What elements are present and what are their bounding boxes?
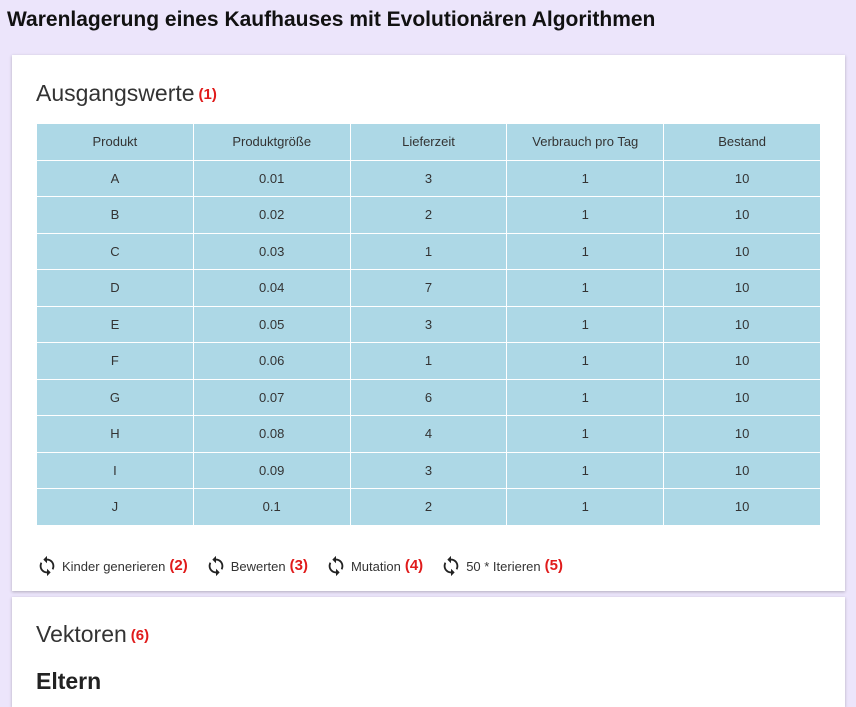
cell-delivery-time: 3: [349, 305, 508, 343]
iterate-50-label: 50 * Iterieren: [466, 558, 541, 574]
evaluate-label: Bewerten: [230, 558, 286, 574]
table-row: F 0.06 1 1 10: [36, 342, 821, 380]
table-row: I 0.09 3 1 10: [36, 451, 821, 489]
cell-size: 0.08: [192, 415, 351, 453]
cell-consumption: 1: [506, 342, 665, 380]
refresh-icon: [39, 555, 55, 577]
cell-consumption: 1: [506, 488, 665, 526]
cell-consumption: 1: [506, 378, 665, 416]
annotation-marker: (4): [404, 556, 424, 574]
column-header-delivery-time: Lieferzeit: [349, 123, 508, 161]
table-row: E 0.05 3 1 10: [36, 305, 821, 343]
table-row: G 0.07 6 1 10: [36, 378, 821, 416]
parents-heading: Eltern: [36, 668, 102, 694]
cell-product: H: [36, 415, 194, 453]
cell-stock: 10: [663, 415, 821, 453]
cell-product: C: [36, 232, 194, 270]
vectors-card: Vektoren (6) Eltern: [12, 597, 845, 707]
cell-stock: 10: [663, 159, 821, 197]
evaluate-button[interactable]: Bewerten (3): [205, 555, 308, 577]
cell-delivery-time: 1: [349, 342, 508, 380]
cell-size: 0.1: [192, 488, 351, 526]
page-title: Warenlagerung eines Kaufhauses mit Evolu…: [7, 8, 656, 31]
cell-delivery-time: 2: [349, 196, 508, 234]
refresh-icon: [328, 555, 344, 577]
table-row: B 0.02 2 1 10: [36, 196, 821, 234]
annotation-marker: (2): [169, 556, 188, 574]
initial-values-title: Ausgangswerte: [36, 80, 195, 106]
cell-stock: 10: [663, 305, 821, 343]
cell-stock: 10: [663, 451, 821, 489]
cell-stock: 10: [663, 378, 821, 416]
initial-values-card: Ausgangswerte (1) Produkt Produktgröße Li…: [12, 55, 845, 591]
annotation-marker: (6): [130, 627, 150, 645]
annotation-marker: (3): [289, 556, 308, 574]
cell-product: E: [36, 305, 194, 343]
cell-product: J: [36, 488, 194, 526]
cell-size: 0.01: [192, 159, 351, 197]
mutation-label: Mutation: [350, 558, 401, 574]
column-header-consumption: Verbrauch pro Tag: [506, 123, 665, 161]
cell-delivery-time: 7: [349, 269, 508, 307]
cell-product: D: [36, 269, 194, 307]
cell-consumption: 1: [506, 451, 665, 489]
initial-values-heading: Ausgangswerte (1): [36, 80, 217, 107]
annotation-marker: (1): [198, 86, 217, 104]
cell-product: B: [36, 196, 194, 234]
cell-size: 0.05: [192, 305, 351, 343]
cell-size: 0.03: [192, 232, 351, 270]
cell-size: 0.04: [192, 269, 351, 307]
cell-product: I: [36, 451, 194, 489]
cell-stock: 10: [663, 196, 821, 234]
cell-consumption: 1: [506, 159, 665, 197]
table-row: C 0.03 1 1 10: [36, 232, 821, 270]
cell-consumption: 1: [506, 232, 665, 270]
generate-children-button[interactable]: Kinder generieren (2): [36, 555, 188, 577]
column-header-stock: Bestand: [663, 123, 821, 161]
table-row: D 0.04 7 1 10: [36, 269, 821, 307]
cell-delivery-time: 3: [349, 451, 508, 489]
iterate-50-button[interactable]: 50 * Iterieren (5): [440, 555, 563, 577]
cell-stock: 10: [663, 488, 821, 526]
cell-delivery-time: 6: [349, 378, 508, 416]
cell-consumption: 1: [506, 415, 665, 453]
cell-consumption: 1: [506, 305, 665, 343]
table-row: H 0.08 4 1 10: [36, 415, 821, 453]
cell-stock: 10: [663, 232, 821, 270]
refresh-icon: [443, 555, 459, 577]
cell-stock: 10: [663, 342, 821, 380]
initial-values-table: Produkt Produktgröße Lieferzeit Verbrauc…: [36, 123, 821, 526]
cell-delivery-time: 3: [349, 159, 508, 197]
table-row: J 0.1 2 1 10: [36, 488, 821, 526]
cell-size: 0.02: [192, 196, 351, 234]
cell-size: 0.09: [192, 451, 351, 489]
generate-children-label: Kinder generieren: [62, 558, 166, 574]
cell-product: A: [36, 159, 194, 197]
table-header-row: Produkt Produktgröße Lieferzeit Verbrauc…: [36, 123, 821, 161]
table-row: A 0.01 3 1 10: [36, 159, 821, 197]
cell-delivery-time: 1: [349, 232, 508, 270]
vectors-heading: Vektoren (6): [36, 621, 149, 648]
cell-consumption: 1: [506, 269, 665, 307]
cell-product: F: [36, 342, 194, 380]
refresh-icon: [208, 555, 224, 577]
cell-delivery-time: 4: [349, 415, 508, 453]
annotation-marker: (5): [544, 556, 563, 574]
vectors-title: Vektoren: [36, 621, 127, 647]
action-bar: Kinder generieren (2) Bewerten (3) Mutatio…: [36, 551, 580, 581]
cell-size: 0.07: [192, 378, 351, 416]
cell-delivery-time: 2: [349, 488, 508, 526]
mutation-button[interactable]: Mutation (4): [325, 555, 423, 577]
cell-product: G: [36, 378, 194, 416]
column-header-product: Produkt: [36, 123, 194, 161]
cell-stock: 10: [663, 269, 821, 307]
column-header-size: Produktgröße: [192, 123, 351, 161]
cell-consumption: 1: [506, 196, 665, 234]
cell-size: 0.06: [192, 342, 351, 380]
